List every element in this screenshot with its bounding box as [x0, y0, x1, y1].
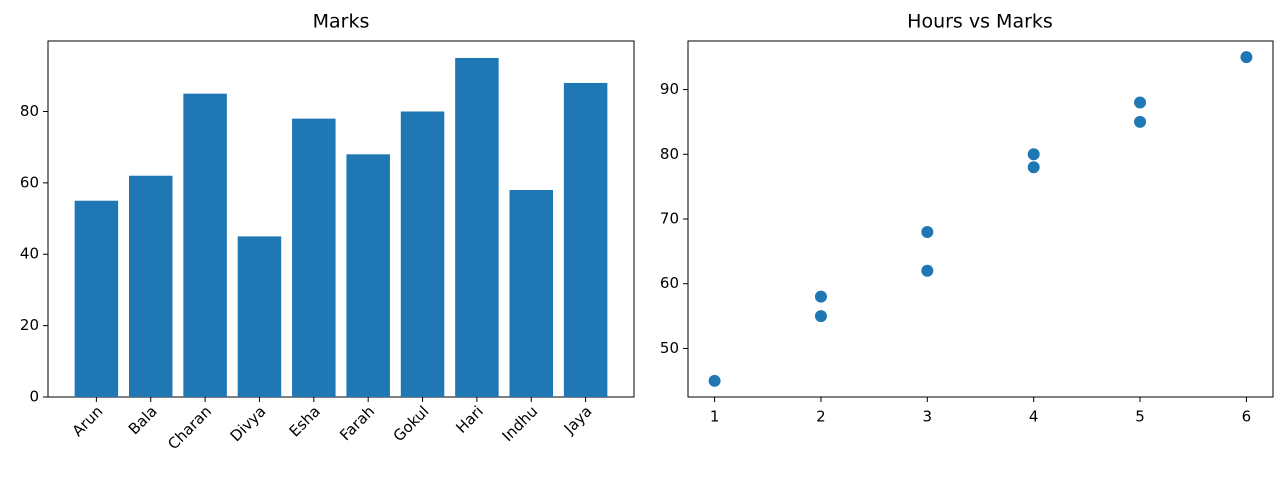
- x-tick-label: 3: [923, 408, 933, 426]
- x-tick-label: 4: [1029, 408, 1039, 426]
- bar: [128, 175, 173, 397]
- bar: [455, 57, 499, 397]
- x-tick-label: Esha: [286, 402, 324, 440]
- x-tick-label: Arun: [69, 402, 107, 440]
- point: [814, 290, 827, 303]
- x-tick-label: Bala: [125, 402, 161, 438]
- y-tick-label: 70: [660, 210, 679, 228]
- point: [814, 310, 827, 323]
- y-tick-label: 60: [20, 173, 39, 191]
- bar: [563, 82, 608, 397]
- bar: [292, 118, 336, 398]
- x-tick-label: 1: [710, 408, 720, 426]
- bar: [183, 93, 227, 397]
- y-tick-label: 40: [20, 245, 39, 263]
- point: [1134, 96, 1147, 109]
- y-tick-label: 90: [660, 80, 679, 98]
- chart-title: Marks: [313, 11, 370, 33]
- axes-frame: [47, 40, 635, 398]
- y-tick-label: 80: [20, 102, 39, 120]
- point: [1027, 148, 1040, 161]
- y-tick-label: 0: [29, 388, 39, 406]
- x-tick-label: Hari: [452, 402, 487, 437]
- x-tick-label: 2: [816, 408, 826, 426]
- point: [708, 374, 721, 387]
- point: [1240, 51, 1253, 64]
- axes-frame: [687, 40, 1274, 398]
- bar: [74, 200, 119, 397]
- bar: [237, 236, 282, 397]
- point: [921, 225, 934, 238]
- point: [1134, 115, 1147, 128]
- chart-title: Hours vs Marks: [907, 11, 1053, 33]
- bar: [400, 111, 445, 398]
- x-tick-label: Jaya: [560, 402, 596, 438]
- y-tick-label: 20: [20, 316, 39, 334]
- x-tick-label: 5: [1135, 408, 1145, 426]
- x-tick-label: Divya: [227, 402, 270, 445]
- y-tick-label: 50: [660, 339, 679, 357]
- bar: [346, 154, 390, 397]
- x-tick-label: Gokul: [390, 402, 433, 445]
- point: [921, 264, 934, 277]
- point: [1027, 161, 1040, 174]
- x-tick-label: Indhu: [499, 402, 542, 445]
- x-tick-label: 6: [1242, 408, 1252, 426]
- bar: [509, 190, 554, 397]
- x-tick-label: Charan: [164, 402, 215, 453]
- y-tick-label: 80: [660, 145, 679, 163]
- x-tick-label: Farah: [336, 402, 378, 444]
- y-tick-label: 60: [660, 274, 679, 292]
